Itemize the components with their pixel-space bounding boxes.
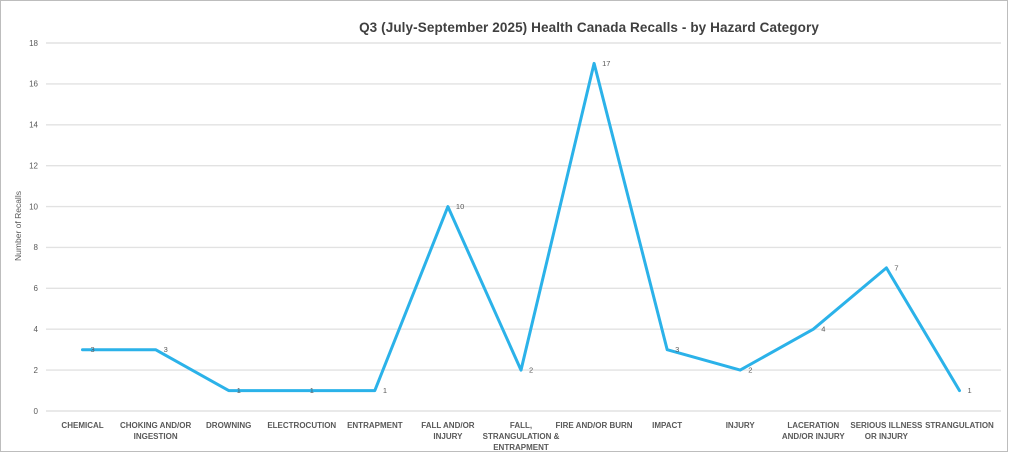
x-category-label-line: INJURY <box>725 421 755 430</box>
data-point-label: 2 <box>748 366 752 375</box>
data-point-label: 4 <box>821 325 825 334</box>
y-tick-label: 2 <box>34 366 39 375</box>
x-category-label-line: ENTRAPMENT <box>493 443 549 452</box>
x-category-label-line: ENTRAPMENT <box>347 421 403 430</box>
x-category-label-line: CHEMICAL <box>61 421 104 430</box>
x-category-label: CHOKING AND/OR INGESTION <box>114 420 198 442</box>
x-category-label-line: FIRE AND/OR BURN <box>555 421 633 430</box>
x-category-label: IMPACT <box>625 420 709 431</box>
chart-title: Q3 (July-September 2025) Health Canada R… <box>359 20 819 35</box>
x-category-label-line: LACERATION <box>787 421 840 430</box>
x-category-label: DROWNING <box>187 420 271 431</box>
data-point-label: 1 <box>383 386 387 395</box>
x-category-label-line: INGESTION <box>133 432 178 441</box>
x-category-label-line: OR INJURY <box>864 432 908 441</box>
y-tick-label: 10 <box>29 202 38 211</box>
data-point-label: 10 <box>456 202 464 211</box>
y-tick-label: 8 <box>34 243 39 252</box>
y-tick-label: 6 <box>34 284 39 293</box>
x-category-label-line: FALL AND/OR <box>421 421 475 430</box>
x-category-label-line: IMPACT <box>652 421 683 430</box>
x-category-label: LACERATION AND/OR INJURY <box>771 420 855 442</box>
y-tick-label: 16 <box>29 80 38 89</box>
data-point-label: 3 <box>675 345 679 354</box>
data-point-label: 3 <box>91 345 95 354</box>
data-point-label: 2 <box>529 366 533 375</box>
data-point-label: 3 <box>164 345 168 354</box>
x-category-label: INJURY <box>698 420 782 431</box>
x-category-label-line: AND/OR INJURY <box>781 432 845 441</box>
x-category-label: CHEMICAL <box>41 420 125 431</box>
x-category-label-line: STRANGULATION <box>925 421 994 430</box>
data-point-label: 1 <box>237 386 241 395</box>
data-point-label: 1 <box>310 386 314 395</box>
x-category-label: ELECTROCUTION <box>260 420 344 431</box>
y-tick-label: 14 <box>29 121 38 130</box>
y-tick-label: 4 <box>34 325 39 334</box>
data-point-label: 17 <box>602 59 610 68</box>
x-category-label: FIRE AND/OR BURN <box>552 420 636 431</box>
x-category-label: SERIOUS ILLNESS OR INJURY <box>844 420 928 442</box>
x-category-label-line: INJURY <box>433 432 463 441</box>
x-category-label-line: FALL, <box>509 421 533 430</box>
data-point-label: 1 <box>967 386 971 395</box>
x-category-label: FALL, STRANGULATION & ENTRAPMENT <box>479 420 563 453</box>
y-tick-label: 12 <box>29 161 38 170</box>
data-point-label: 7 <box>894 263 898 272</box>
x-category-label-line: ELECTROCUTION <box>267 421 337 430</box>
x-category-label-line: STRANGULATION & <box>482 432 560 441</box>
x-category-label: STRANGULATION <box>917 420 1001 431</box>
y-tick-label: 18 <box>29 39 38 48</box>
x-category-label: ENTRAPMENT <box>333 420 417 431</box>
x-category-label-line: CHOKING AND/OR <box>119 421 192 430</box>
x-category-label-line: SERIOUS ILLNESS <box>850 421 923 430</box>
x-category-label: FALL AND/OR INJURY <box>406 420 490 442</box>
y-tick-label: 0 <box>34 407 39 416</box>
data-series-line <box>81 61 961 393</box>
x-category-label-line: DROWNING <box>206 421 252 430</box>
